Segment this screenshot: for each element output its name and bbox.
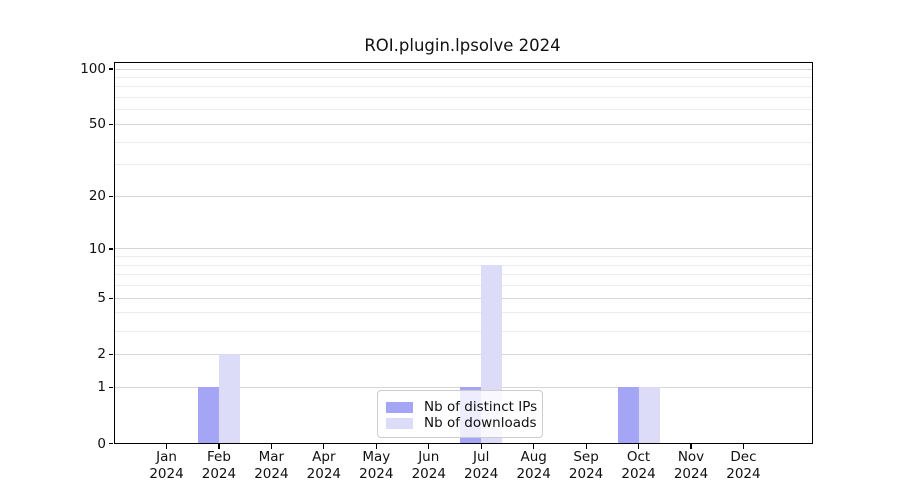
- x-tick-label: Oct 2024: [621, 449, 656, 482]
- y-tick-label: 5: [97, 290, 106, 307]
- gridline-major: [114, 297, 812, 299]
- gridline-minor: [114, 141, 812, 143]
- y-tick: [108, 353, 113, 355]
- gridline-minor: [114, 256, 812, 258]
- x-tick: [480, 444, 482, 449]
- y-tick-label: 2: [97, 346, 106, 363]
- gridline-major: [114, 68, 812, 70]
- y-tick: [108, 195, 113, 198]
- x-tick-label: Aug 2024: [516, 449, 551, 482]
- gridline-major: [114, 248, 812, 250]
- y-tick: [108, 248, 113, 250]
- legend-row: Nb of downloads: [386, 415, 542, 431]
- x-tick: [270, 444, 272, 449]
- y-tick-label: 0: [97, 435, 106, 452]
- x-tick-label: Apr 2024: [306, 449, 342, 482]
- gridline-minor: [114, 312, 812, 314]
- x-tick-label: Jan 2024: [149, 449, 184, 482]
- y-tick: [108, 123, 113, 126]
- bar-distinct-ips: [197, 387, 219, 444]
- legend: Nb of distinct IPs Nb of downloads: [377, 390, 543, 438]
- x-tick: [585, 444, 587, 449]
- gridline-minor: [114, 274, 812, 276]
- gridline-major: [114, 123, 812, 125]
- gridline-major: [114, 195, 812, 197]
- y-tick: [108, 68, 113, 70]
- bar-downloads: [218, 354, 240, 444]
- gridline-minor: [114, 109, 812, 111]
- x-tick: [533, 444, 535, 449]
- bar-downloads: [638, 387, 660, 444]
- legend-row: Nb of distinct IPs: [386, 399, 542, 415]
- x-tick-label: Mar 2024: [254, 449, 289, 482]
- legend-label: Nb of distinct IPs: [424, 399, 538, 415]
- x-tick-label: Dec 2024: [726, 449, 761, 482]
- x-tick: [690, 444, 692, 449]
- gridline-minor: [114, 97, 812, 99]
- x-tick-label: May 2024: [359, 449, 394, 482]
- x-tick-label: Feb 2024: [201, 449, 237, 482]
- y-tick: [108, 442, 113, 445]
- y-tick: [108, 297, 113, 299]
- x-tick-label: Jun 2024: [411, 449, 446, 482]
- gridline-minor: [114, 330, 812, 332]
- gridline-minor: [114, 86, 812, 88]
- x-tick: [323, 444, 325, 449]
- x-tick-label: Nov 2024: [673, 449, 709, 482]
- x-tick: [218, 444, 220, 449]
- gridline-minor: [114, 285, 812, 287]
- legend-swatch: [386, 401, 413, 413]
- x-tick-label: Jul 2024: [464, 449, 499, 482]
- y-tick-label: 20: [88, 188, 106, 205]
- y-tick: [108, 386, 113, 388]
- x-tick: [742, 444, 745, 449]
- x-tick-label: Sep 2024: [568, 449, 604, 482]
- legend-swatch: [386, 417, 413, 429]
- y-tick-label: 10: [88, 240, 106, 257]
- x-tick: [375, 444, 377, 449]
- x-tick: [637, 444, 640, 449]
- bar-distinct-ips: [617, 387, 639, 444]
- gridline-minor: [114, 264, 812, 266]
- x-tick: [165, 444, 168, 449]
- x-tick: [428, 444, 430, 449]
- legend-label: Nb of downloads: [424, 415, 537, 431]
- gridline-major: [114, 353, 812, 355]
- gridline-minor: [114, 164, 812, 166]
- gridline-minor: [114, 76, 812, 78]
- y-tick-label: 1: [97, 379, 106, 396]
- chart-title: ROI.plugin.lpsolve 2024: [364, 36, 561, 55]
- y-tick-label: 100: [80, 61, 106, 77]
- y-tick-label: 50: [88, 116, 106, 133]
